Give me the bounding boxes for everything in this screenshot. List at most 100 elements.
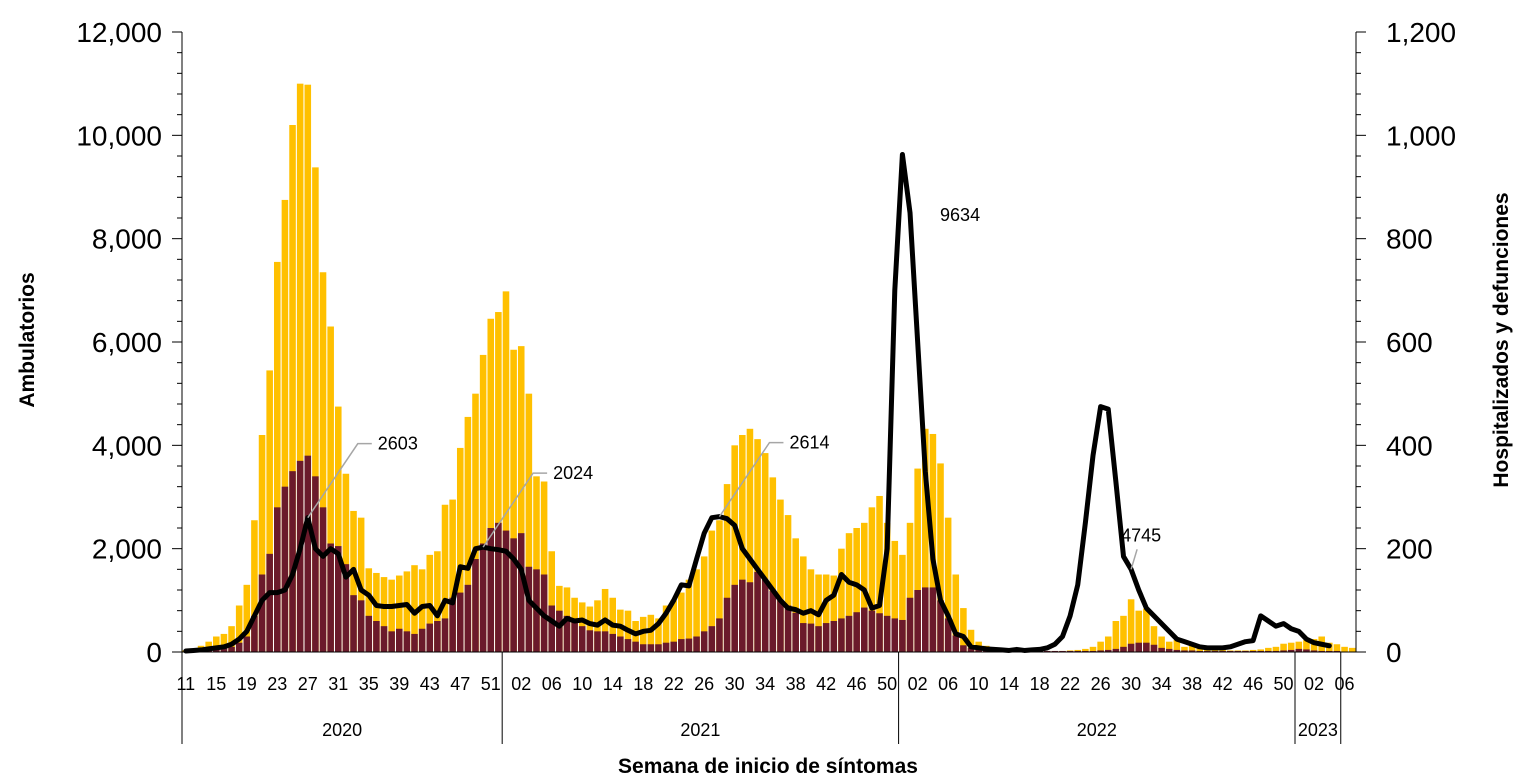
annotations: 2603 2024 2614 9634 4745 <box>307 205 1161 570</box>
bar-ambulatorio <box>914 468 921 652</box>
week-tick-label: 11 <box>176 674 195 694</box>
week-tick-label: 10 <box>572 674 592 694</box>
bar-hospitalizado <box>1120 646 1127 652</box>
bar-hospitalizado <box>784 605 792 652</box>
bar-ambulatorio <box>647 614 655 652</box>
bar-ambulatorio <box>1303 640 1310 652</box>
bar-ambulatorio <box>281 199 289 652</box>
bar-ambulatorio <box>213 636 220 652</box>
bar-hospitalizado <box>822 623 830 652</box>
bar-hospitalizado <box>685 638 693 652</box>
bar-ambulatorio <box>1082 648 1089 652</box>
bar-ambulatorio <box>716 520 723 652</box>
bar-ambulatorio <box>830 575 838 652</box>
bar-ambulatorio <box>1143 608 1150 652</box>
week-tick-label: 50 <box>1274 674 1294 694</box>
bar-ambulatorio <box>693 569 700 652</box>
week-tick-label: 30 <box>725 674 745 694</box>
bar-ambulatorio <box>708 530 716 652</box>
bar-ambulatorio <box>746 428 754 652</box>
bar-hospitalizado <box>411 633 418 652</box>
annotation-label: 9634 <box>940 205 980 225</box>
x-axis-title: Semana de inicio de síntomas <box>618 755 918 778</box>
bar-hospitalizado <box>624 639 632 652</box>
week-tick-label: 46 <box>847 674 867 694</box>
bar-hospitalizado <box>662 642 670 652</box>
bar-ambulatorio <box>1173 640 1181 652</box>
bar-hospitalizado <box>761 579 769 652</box>
bar-ambulatorio <box>838 548 845 652</box>
bar-hospitalizado <box>556 610 563 652</box>
bar-hospitalizado <box>548 605 556 652</box>
bar-ambulatorio <box>876 495 883 652</box>
week-tick-label: 06 <box>938 674 958 694</box>
bar-hospitalizado <box>899 619 906 652</box>
bar-ambulatorio <box>525 393 533 652</box>
bar-ambulatorio <box>464 416 472 652</box>
bar-hospitalizado <box>800 623 807 652</box>
bar-ambulatorio <box>502 291 510 652</box>
week-tick-label: 23 <box>267 674 287 694</box>
bar-ambulatorio <box>761 453 769 652</box>
bar-hospitalizado <box>510 538 517 652</box>
week-tick-label: 34 <box>1152 674 1172 694</box>
bar-hospitalizado <box>357 600 365 652</box>
bar-hospitalizado <box>1043 650 1051 652</box>
bar-hospitalizado <box>777 600 784 652</box>
bar-ambulatorio <box>380 577 388 652</box>
bar-hospitalizado <box>1158 647 1165 652</box>
bar-hospitalizado <box>594 631 601 652</box>
bar-ambulatorio <box>639 616 647 652</box>
bar-ambulatorio <box>883 522 891 652</box>
bar-ambulatorio <box>700 556 708 652</box>
bar-hospitalizado <box>1165 648 1173 652</box>
bar-ambulatorio <box>388 579 395 652</box>
bar-hospitalizado <box>258 574 266 652</box>
bar-hospitalizado <box>617 636 624 652</box>
bar-ambulatorio <box>1104 636 1112 652</box>
bar-hospitalizado <box>1211 650 1219 652</box>
bar-ambulatorio <box>1181 646 1188 652</box>
bar-hospitalizado <box>952 635 960 652</box>
bar-hospitalizado <box>1257 650 1264 652</box>
bar-ambulatorio <box>456 447 464 652</box>
week-tick-label: 42 <box>1213 674 1233 694</box>
bar-hospitalizado <box>1318 650 1325 652</box>
bar-ambulatorio <box>289 125 296 652</box>
bar-hospitalizado <box>1112 648 1120 652</box>
bar-hospitalizado <box>1219 650 1226 652</box>
bar-ambulatorio <box>228 626 235 652</box>
bar-ambulatorio <box>495 312 502 652</box>
week-tick-label: 14 <box>999 674 1019 694</box>
bar-hospitalizado <box>251 615 258 652</box>
bar-hospitalizado <box>1333 650 1341 652</box>
y2-tick-label: 1,200 <box>1386 17 1456 48</box>
bar-ambulatorio <box>487 318 495 652</box>
year-label: 2021 <box>680 720 720 740</box>
bar-hospitalizado <box>975 649 982 652</box>
bar-ambulatorio <box>967 629 975 652</box>
bar-hospitalizado <box>792 612 799 652</box>
bar-hospitalizado <box>647 644 655 652</box>
bar-hospitalizado <box>274 507 281 652</box>
annotation-label: 4745 <box>1121 525 1161 545</box>
week-tick-label: 47 <box>450 674 470 694</box>
bar-hospitalizado <box>967 647 975 652</box>
bar-ambulatorio <box>899 554 906 652</box>
bar-hospitalizado <box>281 486 289 652</box>
bar-hospitalizado <box>1074 650 1082 652</box>
year-label: 2020 <box>322 720 362 740</box>
bar-hospitalizado <box>228 646 235 652</box>
week-tick-label: 51 <box>481 674 501 694</box>
week-tick-label: 14 <box>603 674 623 694</box>
bar-hospitalizado <box>914 590 921 652</box>
bar-hospitalizado <box>464 584 472 652</box>
week-tick-label: 46 <box>1243 674 1263 694</box>
bar-ambulatorio <box>472 393 479 652</box>
bar-hospitalizado <box>403 631 411 652</box>
bar-ambulatorio <box>845 533 853 652</box>
week-tick-label: 35 <box>359 674 379 694</box>
bar-hospitalizado <box>678 639 685 652</box>
bar-hospitalizado <box>929 587 937 652</box>
